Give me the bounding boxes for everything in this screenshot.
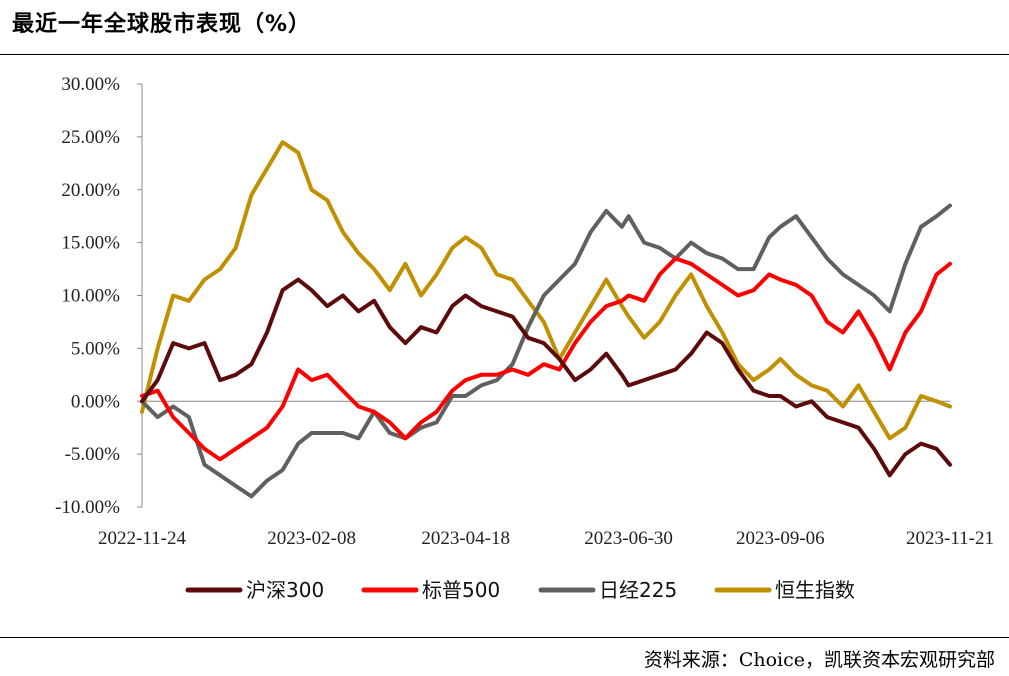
legend-label: 日经225 [599, 578, 677, 602]
x-tick-label: 2023-06-30 [584, 528, 673, 549]
y-tick-label: 30.00% [61, 74, 120, 95]
source-note: 资料来源：Choice，凯联资本宏观研究部 [643, 649, 995, 671]
series-line-4 [140, 140, 952, 441]
y-tick-label: 0.00% [71, 391, 120, 412]
x-axis: 2022-11-24 2023-02-08 2023-04-18 2023-06-30… [98, 400, 994, 549]
legend-label: 沪深300 [246, 578, 324, 602]
series-line-1 [140, 277, 952, 478]
series-line-3 [140, 203, 952, 499]
y-tick-label: -10.00% [55, 497, 120, 518]
x-tick-label: 2023-11-21 [906, 528, 994, 549]
legend-label: 恒生指数 [775, 578, 855, 602]
line-chart: 30.00% 25.00% 20.00% 15.00% 10.00% 5.00% 0.00%… [55, 74, 994, 602]
series-lines [140, 140, 952, 499]
legend: 沪深300 标普500 日经225 恒生指数 [185, 578, 855, 602]
bottom-divider [0, 637, 1009, 638]
y-tick-label: 20.00% [61, 180, 120, 201]
y-tick-label: -5.00% [65, 444, 121, 465]
x-tick-label: 2022-11-24 [98, 528, 186, 549]
y-axis: 30.00% 25.00% 20.00% 15.00% 10.00% 5.00% 0.00%… [55, 74, 143, 518]
series-line-2 [140, 256, 952, 462]
y-tick-label: 10.00% [61, 286, 120, 307]
x-tick-label: 2023-04-18 [421, 528, 510, 549]
page-title: 最近一年全球股市表现（%） [12, 12, 312, 37]
x-tick-label: 2023-09-06 [736, 528, 825, 549]
y-tick-label: 25.00% [61, 127, 120, 148]
x-tick-label: 2023-02-08 [267, 528, 356, 549]
y-tick-label: 15.00% [61, 233, 120, 254]
y-tick-label: 5.00% [71, 338, 120, 359]
top-divider [0, 54, 1009, 55]
legend-label: 标普500 [422, 578, 500, 602]
